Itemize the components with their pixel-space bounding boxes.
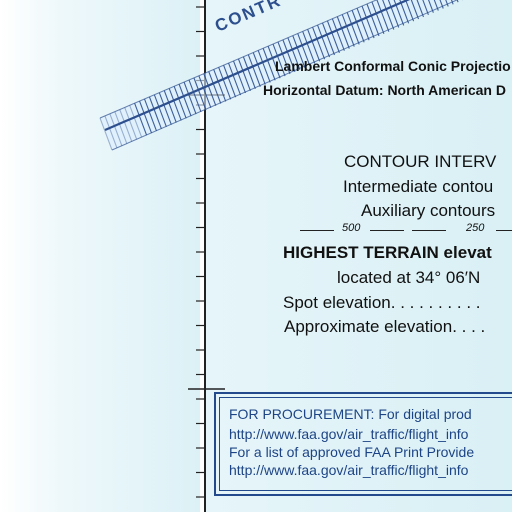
approximate-elevation-label: Approximate elevation. . . . <box>284 317 486 336</box>
procurement-box <box>214 392 512 496</box>
contour-sample-line <box>496 230 512 231</box>
terrain-location: located at 34° 06′N <box>337 268 481 287</box>
contour-sample-250: 250 <box>466 222 485 234</box>
airspace-band <box>99 0 464 151</box>
intermediate-contour-label: Intermediate contou <box>343 177 494 196</box>
auxiliary-contour-label: Auxiliary contours <box>361 201 496 220</box>
contour-sample-line <box>300 230 334 231</box>
procurement-url[interactable]: http://www.faa.gov/air_traffic/flight_in… <box>229 462 469 478</box>
contour-sample-line <box>412 230 446 231</box>
projection-text: Lambert Conformal Conic Projectio <box>275 58 511 74</box>
contour-sample-500: 500 <box>342 222 361 234</box>
procurement-url[interactable]: http://www.faa.gov/air_traffic/flight_in… <box>229 426 469 442</box>
datum-text: Horizontal Datum: North American D <box>263 82 506 98</box>
contour-sample-line <box>370 230 404 231</box>
left-chart-area <box>0 0 200 512</box>
procurement-line: For a list of approved FAA Print Provide <box>229 444 475 460</box>
spot-elevation-label: Spot elevation. . . . . . . . . . <box>283 293 481 312</box>
procurement-line: FOR PROCUREMENT: For digital prod <box>229 406 472 422</box>
contour-interval-heading: CONTOUR INTERV <box>344 152 497 171</box>
highest-terrain-heading: HIGHEST TERRAIN elevat <box>283 243 492 262</box>
